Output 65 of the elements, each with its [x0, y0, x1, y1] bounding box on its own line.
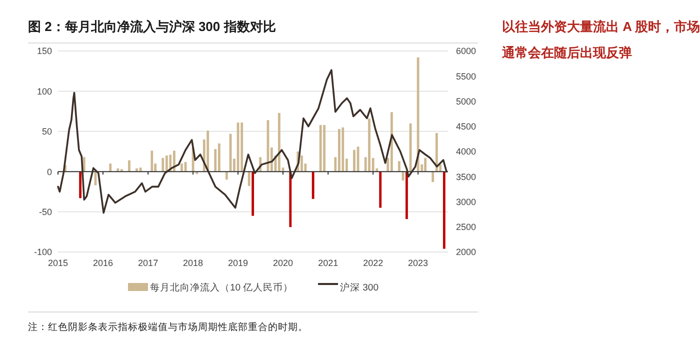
y-tick-label: 100	[36, 86, 52, 96]
x-tick-label: 2023	[408, 258, 428, 268]
bar	[225, 172, 228, 180]
y2-tick-label: 3000	[456, 196, 476, 207]
x-tick-label: 2021	[318, 258, 338, 268]
y2-tick-label: 2500	[456, 222, 476, 232]
bar	[442, 172, 446, 249]
y2-tick-label: 2000	[456, 247, 476, 258]
chart-title: 图 2：每月北向净流入与沪深 300 指数对比	[28, 19, 276, 34]
bar	[128, 160, 130, 172]
bar	[252, 172, 254, 216]
y2-tick-label: 4000	[456, 146, 476, 157]
y-tick-label: -50	[38, 206, 52, 217]
x-tick-label: 2019	[228, 258, 248, 268]
x-tick-label: 2020	[272, 258, 294, 268]
bar	[206, 130, 210, 172]
bar	[435, 133, 438, 172]
bar	[379, 172, 382, 208]
bar	[109, 164, 112, 172]
text: 以往当外资大量流出 A 股时，市场通常会在随后出现反弹	[501, 19, 700, 60]
bar	[139, 168, 142, 172]
bar	[162, 158, 164, 172]
x-tick-label: 2015	[48, 258, 68, 268]
y2-tick-label: 5500	[456, 71, 476, 82]
bar	[342, 127, 344, 172]
bar	[173, 150, 176, 172]
bar	[432, 172, 434, 182]
bar	[278, 112, 280, 172]
bar	[248, 172, 250, 186]
bar	[218, 143, 220, 172]
y-tick-label: -100	[34, 247, 52, 258]
y-tick-label: 150	[36, 46, 52, 56]
x-tick-label: 2017	[138, 258, 158, 268]
bar	[82, 157, 86, 172]
x-tick-label: 2022	[363, 258, 384, 268]
y2-tick-label: 6000	[456, 46, 476, 56]
bar	[312, 172, 314, 199]
line-series	[57, 69, 448, 214]
bar	[416, 57, 420, 172]
x-tick-label: 2016	[92, 258, 113, 268]
bar	[353, 150, 356, 172]
bar	[289, 172, 292, 228]
bar	[368, 118, 370, 172]
text: 注：红色阴影条表示指标极端值与市场周期性底部重合的时期。	[28, 321, 308, 333]
legend-label: 沪深 300	[340, 281, 378, 294]
bar	[165, 156, 168, 172]
y-tick-label: 0	[46, 166, 52, 177]
bar	[300, 156, 303, 172]
y-tick-label: 50	[42, 126, 52, 137]
bar	[424, 158, 427, 172]
legend-label: 每月北向净流入（10 亿人民币）	[150, 281, 294, 294]
bar	[406, 172, 408, 220]
bar	[180, 164, 183, 172]
bar	[319, 124, 322, 172]
y2-tick-label: 3500	[456, 172, 476, 182]
bar	[79, 172, 82, 198]
bar	[323, 124, 326, 172]
bar	[390, 112, 393, 172]
y2-tick-label: 5000	[456, 96, 476, 106]
y2-tick-label: 4500	[456, 122, 476, 132]
x-tick-label: 2018	[183, 258, 204, 268]
bar	[338, 128, 340, 172]
bar	[150, 150, 154, 172]
bar	[398, 161, 400, 172]
bar	[240, 122, 244, 172]
